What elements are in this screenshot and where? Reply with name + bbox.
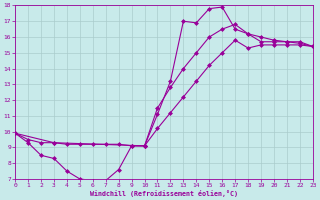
X-axis label: Windchill (Refroidissement éolien,°C): Windchill (Refroidissement éolien,°C) [90,190,238,197]
